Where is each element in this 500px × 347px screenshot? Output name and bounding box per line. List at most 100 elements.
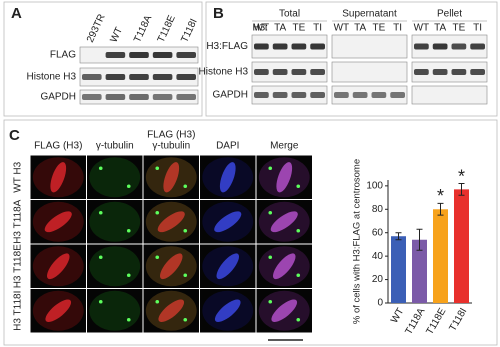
lane-label: T118I xyxy=(179,17,199,44)
blot-band xyxy=(152,52,173,58)
lane-label: TE xyxy=(452,23,465,34)
bar xyxy=(391,236,406,303)
blot xyxy=(411,85,488,105)
panel-label: A xyxy=(11,5,22,22)
blot-band xyxy=(105,52,126,58)
blot xyxy=(251,61,328,83)
blot-band xyxy=(291,69,307,75)
column-header: DAPI xyxy=(216,141,239,152)
centrosome xyxy=(98,255,103,260)
row-label: Histone H3 xyxy=(199,67,249,78)
y-tick-label: 40 xyxy=(372,251,384,262)
blot xyxy=(411,61,488,83)
panel-b-frame xyxy=(205,1,498,117)
centrosome xyxy=(126,317,131,322)
blot-band xyxy=(352,92,368,98)
blot-band xyxy=(129,94,149,100)
error-bar xyxy=(395,232,402,241)
x-tick-label: T118I xyxy=(447,306,469,333)
lane-label: TA xyxy=(434,23,446,34)
blot xyxy=(251,34,328,59)
blot-band xyxy=(470,43,485,50)
blot-band xyxy=(432,43,448,50)
centrosome xyxy=(296,317,301,322)
centrosome xyxy=(296,184,301,189)
blot-band xyxy=(414,43,429,50)
blot-band xyxy=(334,92,349,98)
y-tick-label: 0 xyxy=(377,298,383,309)
bar xyxy=(412,239,427,303)
panel-label: B xyxy=(213,5,224,22)
blot-band xyxy=(470,69,485,75)
centrosome xyxy=(155,166,160,171)
cell-body xyxy=(89,246,141,287)
blot-band xyxy=(272,69,288,75)
lane-label: TI xyxy=(473,23,482,34)
cell-body xyxy=(89,290,141,331)
row-label: GAPDH xyxy=(212,90,248,101)
blot-band xyxy=(291,43,307,50)
centrosome xyxy=(296,273,301,278)
lane-label: WT xyxy=(109,26,126,45)
blot-band xyxy=(152,94,173,100)
centrosome xyxy=(155,299,160,304)
blot xyxy=(331,61,408,83)
error-bar xyxy=(416,228,423,251)
chromosomes xyxy=(157,211,185,233)
row-label: FLAG xyxy=(50,50,76,61)
centrosome xyxy=(268,299,273,304)
blot-band xyxy=(272,92,288,98)
blot xyxy=(411,34,488,59)
chromosomes xyxy=(216,253,240,280)
blot-band xyxy=(451,69,467,75)
row-label: GAPDH xyxy=(40,92,76,103)
panel-c-frame xyxy=(3,119,498,346)
chromosomes xyxy=(159,253,183,280)
centrosome xyxy=(183,273,188,278)
column-header: γ-tubulin xyxy=(152,141,190,152)
centrosome xyxy=(126,228,131,233)
error-bar xyxy=(437,202,444,216)
bar xyxy=(454,189,469,303)
blot-band xyxy=(390,92,405,98)
significance-mark: * xyxy=(437,186,444,206)
lane-label: WT xyxy=(254,23,270,34)
centrosome xyxy=(126,184,131,189)
blot-band xyxy=(152,74,173,80)
blot xyxy=(331,85,408,105)
blot-band xyxy=(451,43,467,50)
lane-label: WT xyxy=(334,23,350,34)
row-label: WT H3 xyxy=(13,161,24,192)
lane-label: 293TR xyxy=(85,13,108,45)
y-tick-label: 60 xyxy=(372,227,384,238)
blot xyxy=(251,85,328,105)
blot-band xyxy=(291,92,307,98)
centrosome xyxy=(98,210,103,215)
chromosomes xyxy=(270,211,298,233)
chromosomes xyxy=(214,299,241,323)
panel-label: C xyxy=(9,127,20,144)
x-tick-label: T118E xyxy=(424,306,448,337)
lane-label: TE xyxy=(292,23,305,34)
blot-band xyxy=(254,69,269,75)
centrosome xyxy=(268,166,273,171)
lane-label: TA xyxy=(274,23,286,34)
centrosome xyxy=(183,228,188,233)
row-label: H3 T118A xyxy=(13,199,24,243)
x-tick-label: T118A xyxy=(403,306,427,337)
centrosome xyxy=(268,210,273,215)
blot-band xyxy=(310,92,325,98)
blot-band xyxy=(105,94,126,100)
blot-band xyxy=(129,74,149,80)
group-title: Total xyxy=(279,9,300,20)
chromosomes xyxy=(271,299,298,323)
column-header: Merge xyxy=(270,141,299,152)
blot-band xyxy=(272,43,288,50)
blot-band xyxy=(82,74,102,80)
centrosome xyxy=(268,255,273,260)
centrosome xyxy=(155,255,160,260)
blot-band xyxy=(254,92,269,98)
bar xyxy=(433,209,448,303)
chromosomes xyxy=(219,162,236,193)
